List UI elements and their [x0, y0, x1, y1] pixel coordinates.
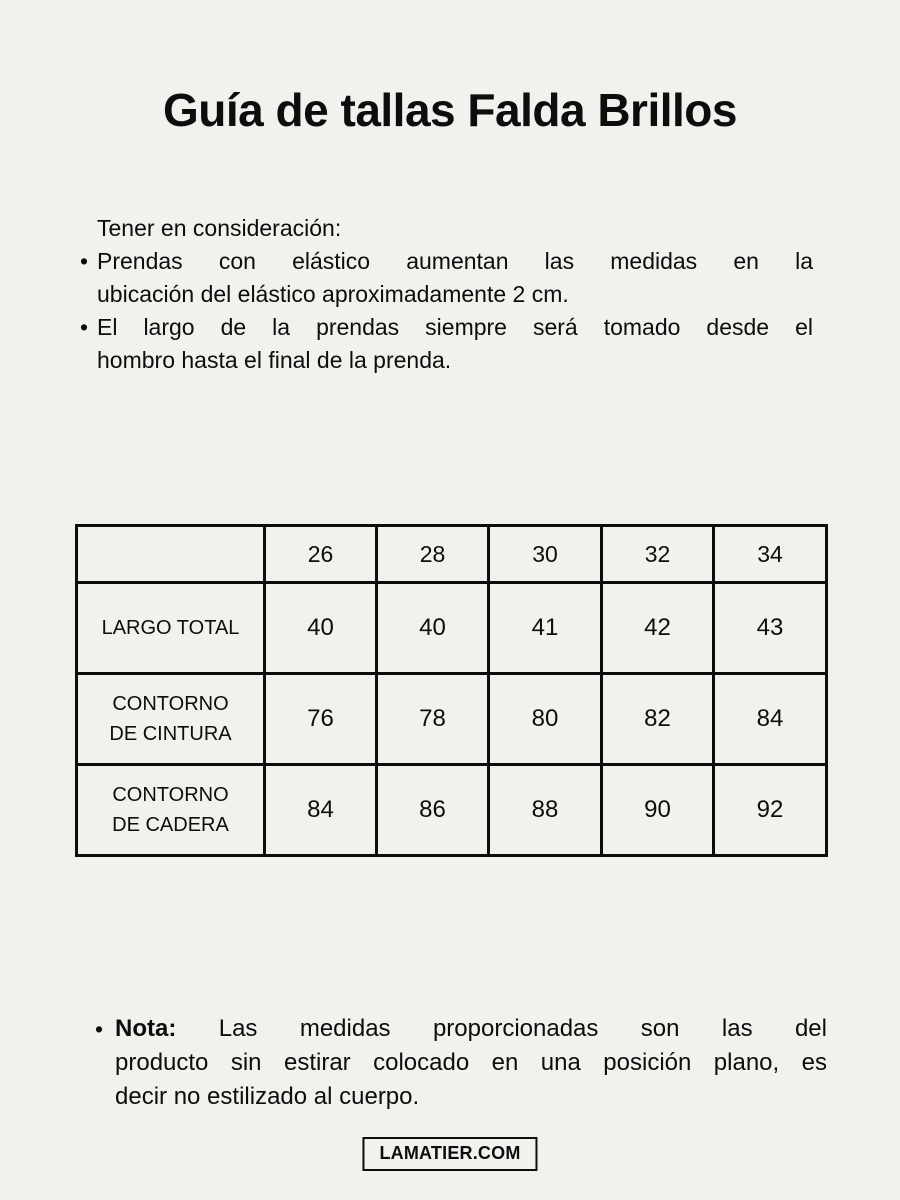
size-value: 80 — [487, 672, 603, 766]
bullet-line: Prendas con elástico aumentan las medida… — [97, 248, 813, 274]
bullet-line: ubicación del elástico aproximadamente 2… — [97, 281, 569, 307]
note-label: Nota: — [115, 1015, 177, 1042]
size-value: 84 — [263, 763, 378, 857]
size-table: 26 28 30 32 34 LARGO TOTAL 40 40 41 42 4… — [75, 524, 828, 857]
size-value: 43 — [712, 581, 828, 675]
note-line: Nota: Las medidas proporcionadas son las… — [115, 1012, 827, 1046]
size-column-header: 26 — [263, 524, 378, 584]
table-row: LARGO TOTAL 40 40 41 42 43 — [75, 581, 828, 675]
row-label-line: CONTORNO — [112, 693, 229, 715]
brand-box: LAMATIER.COM — [362, 1137, 538, 1171]
size-column-header: 30 — [487, 524, 603, 584]
row-label-line: DE CADERA — [112, 814, 229, 836]
size-value: 90 — [600, 763, 715, 857]
size-column-header: 28 — [375, 524, 490, 584]
table-row: CONTORNO DE CINTURA 76 78 80 82 84 — [75, 672, 828, 766]
note-section: Nota: Las medidas proporcionadas son las… — [93, 1012, 827, 1114]
row-label: LARGO TOTAL — [75, 581, 266, 675]
row-label: CONTORNO DE CADERA — [75, 763, 266, 857]
page-title: Guía de tallas Falda Brillos — [163, 83, 737, 136]
size-value: 92 — [712, 763, 828, 857]
considerations-heading: Tener en consideración: — [97, 215, 342, 241]
size-value: 40 — [263, 581, 378, 675]
consideration-bullet: El largo de la prendas siempre será toma… — [78, 311, 813, 377]
size-value: 40 — [375, 581, 490, 675]
note-bullet: Nota: Las medidas proporcionadas son las… — [93, 1012, 827, 1114]
size-value: 41 — [487, 581, 603, 675]
size-table-header-row: 26 28 30 32 34 — [75, 524, 828, 584]
note-line-text: Las medidas proporcionadas son las del — [218, 1015, 827, 1042]
note-line: producto sin estirar colocado en una pos… — [115, 1049, 827, 1076]
size-value: 86 — [375, 763, 490, 857]
row-label-line: CONTORNO — [112, 784, 229, 806]
row-label-line: LARGO TOTAL — [101, 617, 240, 639]
consideration-bullet: Prendas con elástico aumentan las medida… — [78, 245, 813, 311]
note-line: decir no estilizado al cuerpo. — [115, 1083, 420, 1110]
bullet-line: El largo de la prendas siempre será toma… — [97, 314, 813, 340]
size-column-header: 32 — [600, 524, 715, 584]
row-label: CONTORNO DE CINTURA — [75, 672, 266, 766]
brand-text: LAMATIER.COM — [379, 1143, 521, 1163]
table-row: CONTORNO DE CADERA 84 86 88 90 92 — [75, 763, 828, 857]
empty-corner-cell — [75, 524, 266, 584]
size-value: 82 — [600, 672, 715, 766]
size-value: 84 — [712, 672, 828, 766]
size-value: 88 — [487, 763, 603, 857]
size-value: 42 — [600, 581, 715, 675]
considerations-section: Tener en consideración: Prendas con elás… — [78, 212, 813, 377]
size-value: 76 — [263, 672, 378, 766]
size-value: 78 — [375, 672, 490, 766]
size-column-header: 34 — [712, 524, 828, 584]
bullet-line: hombro hasta el final de la prenda. — [97, 347, 452, 373]
row-label-line: DE CINTURA — [109, 723, 232, 745]
